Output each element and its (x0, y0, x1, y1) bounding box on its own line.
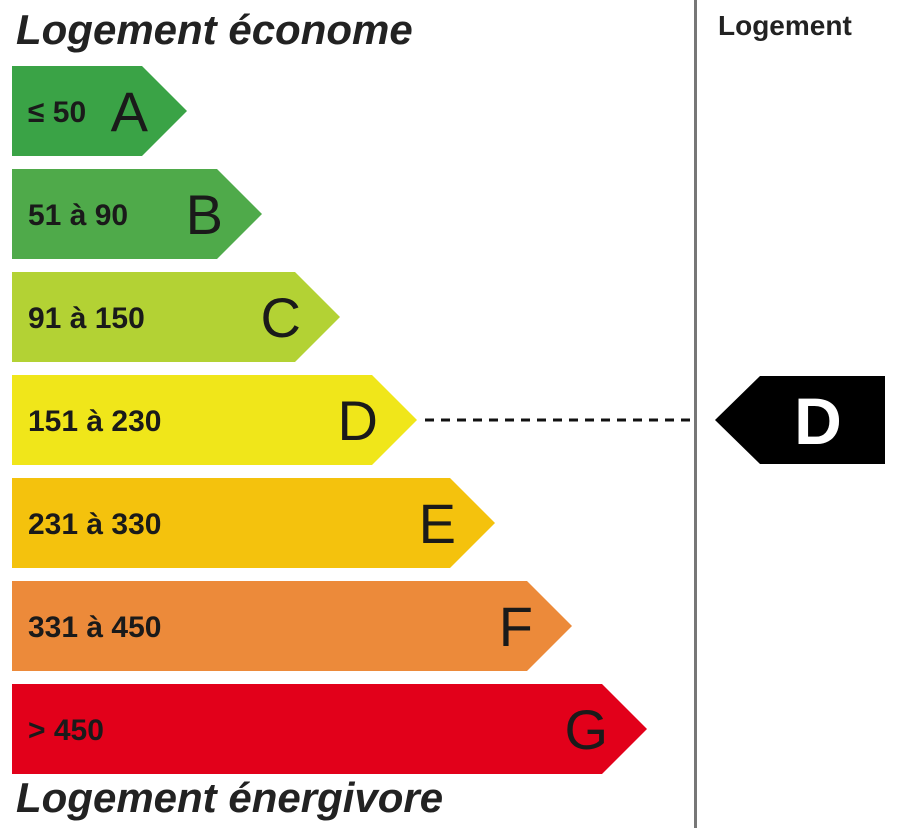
column-divider (694, 0, 697, 828)
rating-range-c: 91 à 150 (28, 302, 145, 335)
rating-arrow-b (12, 169, 262, 259)
rating-arrow-g (12, 684, 647, 774)
rating-arrow-f (12, 581, 572, 671)
rating-bar-e: 231 à 330 E (12, 478, 495, 568)
rating-range-a: ≤ 50 (28, 96, 86, 129)
bottom-label: Logement énergivore (16, 774, 444, 821)
rating-range-f: 331 à 450 (28, 611, 161, 644)
current-rating-marker (715, 376, 885, 464)
column-label: Logement (718, 10, 852, 41)
rating-bar-b: 51 à 90 B (12, 169, 262, 259)
rating-letter-c: C (261, 286, 301, 349)
rating-range-g: > 450 (28, 714, 104, 747)
rating-bar-f: 331 à 450 F (12, 581, 572, 671)
rating-range-d: 151 à 230 (28, 405, 161, 438)
top-label: Logement économe (16, 6, 413, 53)
rating-range-e: 231 à 330 (28, 508, 161, 541)
rating-letter-d: D (338, 389, 378, 452)
rating-arrow-e (12, 478, 495, 568)
rating-bar-c: 91 à 150 C (12, 272, 340, 362)
rating-bar-d: 151 à 230 D (12, 375, 417, 465)
rating-letter-g: G (564, 698, 608, 761)
rating-letter-f: F (499, 595, 533, 658)
rating-letter-b: B (186, 183, 223, 246)
rating-bar-a: ≤ 50 A (12, 66, 187, 156)
current-rating-letter: D (794, 384, 842, 458)
rating-arrow-c (12, 272, 340, 362)
rating-letter-a: A (111, 80, 149, 143)
rating-bar-g: > 450 G (12, 684, 647, 774)
rating-arrow-d (12, 375, 417, 465)
rating-letter-e: E (419, 492, 456, 555)
rating-arrow-a (12, 66, 187, 156)
rating-range-b: 51 à 90 (28, 199, 128, 232)
